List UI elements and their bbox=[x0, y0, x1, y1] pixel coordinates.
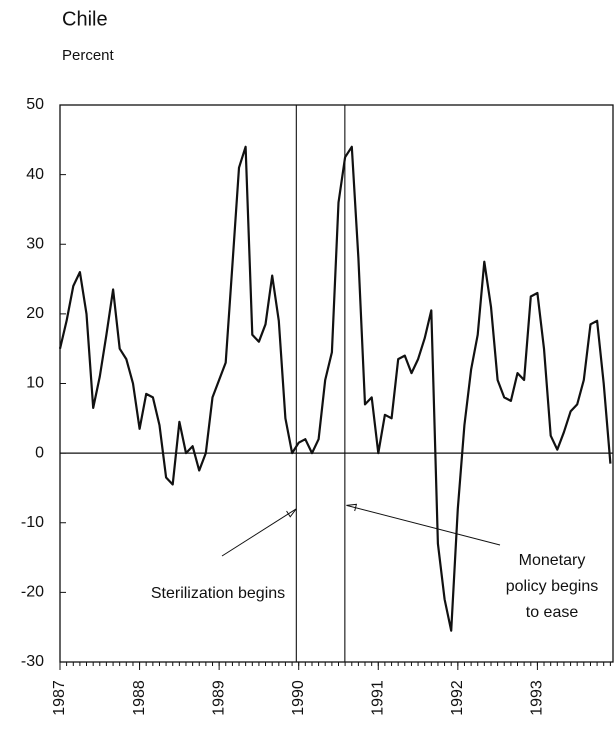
x-tick-label: 1993 bbox=[529, 680, 546, 716]
y-tick-label: 30 bbox=[26, 235, 44, 252]
y-tick-label: -10 bbox=[21, 514, 44, 531]
x-tick-label: 1988 bbox=[131, 680, 148, 716]
y-tick-label: 50 bbox=[26, 96, 44, 113]
chart-title: Chile bbox=[62, 8, 108, 30]
arrow bbox=[346, 504, 501, 546]
x-tick-label: 1989 bbox=[210, 680, 227, 716]
annotation: Sterilization begins bbox=[151, 585, 285, 602]
data-line bbox=[58, 145, 612, 632]
arrow bbox=[221, 508, 297, 557]
x-tick-label: 1987 bbox=[51, 680, 68, 716]
y-tick-label: -30 bbox=[21, 653, 44, 670]
x-tick-label: 1992 bbox=[449, 680, 466, 716]
x-tick-label: 1990 bbox=[290, 680, 307, 716]
x-tick-label: 1991 bbox=[369, 680, 386, 716]
annotation: Monetary bbox=[519, 552, 586, 569]
arrow-head bbox=[286, 508, 297, 518]
y-tick-label: -20 bbox=[21, 584, 44, 601]
y-tick-label: 20 bbox=[26, 305, 44, 322]
y-tick-label: 40 bbox=[26, 166, 44, 183]
annotation: policy begins bbox=[506, 578, 599, 595]
arrow-head bbox=[346, 503, 358, 512]
annotation: to ease bbox=[526, 604, 579, 621]
y-tick-label: 0 bbox=[35, 444, 44, 461]
chart-subtitle: Percent bbox=[62, 47, 115, 64]
y-tick-label: 10 bbox=[26, 375, 44, 392]
